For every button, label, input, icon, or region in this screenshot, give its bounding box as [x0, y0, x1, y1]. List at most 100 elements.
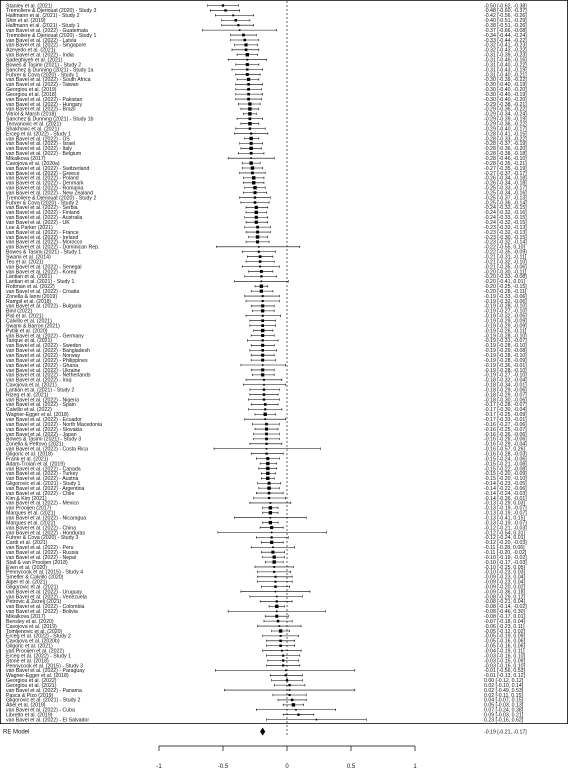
effect-ci-text: -0.16 [-0.57, 0.26] — [484, 447, 526, 453]
effect-square — [249, 141, 253, 145]
effect-square — [224, 9, 227, 12]
effect-square — [267, 486, 271, 490]
effect-square — [263, 403, 267, 406]
effect-square — [245, 53, 250, 57]
study-label: Even et al. (2020) — [6, 565, 47, 571]
effect-square — [254, 220, 258, 224]
effect-square — [270, 526, 274, 530]
effect-square — [265, 432, 268, 436]
study-label: van Bavel et al. (2022) - US — [6, 136, 70, 142]
effect-square — [262, 393, 266, 396]
effect-ci-text: -0.13 [-0.19, -0.07] — [484, 511, 527, 517]
effect-ci-text: -0.08 [-0.29, 0.12] — [484, 594, 526, 600]
study-label: Calvillo et al. (2022) — [6, 407, 52, 413]
study-label: Mikalkova (2017) — [6, 614, 46, 620]
effect-ci-text: -0.31 [-0.39, -0.23] — [484, 53, 527, 59]
effect-square — [271, 550, 275, 554]
study-label: Alper et al. (2021) — [6, 580, 48, 586]
effect-ci-text: -0.12 [-0.54, 0.31] — [484, 530, 526, 536]
study-label: Tomljenovic et al. (2020) — [6, 629, 62, 635]
effect-square — [247, 87, 250, 91]
effect-square — [268, 511, 273, 515]
effect-ci-text: -0.28 [-0.38, -0.18] — [484, 151, 527, 157]
effect-ci-text: -0.16 [-0.26, -0.06] — [484, 432, 527, 438]
effect-ci-text: 0.09 [-0.03, 0.21] — [484, 713, 524, 719]
study-label: van Bavel et al. (2022) - Morocco — [6, 240, 83, 246]
effect-square — [258, 246, 260, 248]
effect-square — [274, 585, 277, 588]
effect-ci-text: -0.30 [-0.40, -0.19] — [484, 92, 527, 98]
study-label: van Bavel et al. (2022) - Brazil — [6, 107, 76, 113]
effect-ci-text: -0.37 [-0.66, -0.08] — [484, 28, 527, 34]
effect-square — [278, 629, 283, 633]
effect-square — [261, 333, 265, 338]
effect-square — [253, 196, 257, 199]
effect-ci-text: -0.28 [-0.36, -0.20] — [484, 146, 527, 152]
study-label: Sanchez & Dunning (2021) - Study 1a — [6, 67, 93, 73]
effect-square — [264, 418, 267, 421]
study-label: van Bavel et al. (2022) - Romania — [6, 186, 83, 192]
effect-ci-text: -0.28 [-0.35, -0.21] — [484, 161, 527, 167]
study-label: van Bavel et al. (2022) - India — [6, 53, 74, 59]
effect-square — [266, 457, 270, 461]
study-label: Cavojova et al. (2021) — [6, 383, 57, 389]
effect-square — [261, 314, 264, 317]
effect-ci-text: 0.07 [-0.24, 0.38] — [484, 708, 524, 714]
x-tick-label: 0.5 — [347, 764, 356, 770]
effect-ci-text: -0.10 [-0.19, -0.02] — [484, 555, 527, 561]
study-label: van Bavel et al. (2022) - Australia — [6, 215, 83, 221]
effect-square — [261, 368, 265, 372]
study-label: van Bavel et al. (2022) - Bangladesh — [6, 348, 90, 354]
effect-square — [282, 659, 285, 662]
effect-ci-text: -0.05 [-0.19, 0.09] — [484, 634, 526, 640]
study-label: Georgiou et al. (2022) — [6, 678, 57, 684]
study-label: van Bavel et al. (2022) - Argentina — [6, 486, 85, 492]
effect-square — [284, 674, 287, 677]
study-label: van Bavel et al. (2022) - Israel — [6, 141, 75, 147]
study-label: Cavojova et al. (2020a) — [6, 161, 60, 167]
effect-ci-text: -0.19 [-0.28, -0.10] — [484, 333, 527, 339]
effect-ci-text: -0.16 [-0.25, -0.07] — [484, 427, 527, 433]
effect-ci-text: -0.13 [-0.19, -0.07] — [484, 506, 527, 512]
effect-ci-text: -0.04 [-0.19, 0.11] — [484, 648, 525, 654]
effect-ci-text: -0.20 [-0.25, -0.15] — [484, 284, 527, 290]
study-label: Pisl et al. (2021) — [6, 314, 44, 320]
study-label: Kim & Kim (2021) — [6, 496, 47, 502]
effect-square — [274, 580, 277, 583]
study-label: Erceg et al. (2022) - Study 1 — [6, 131, 71, 137]
effect-square — [273, 570, 276, 573]
effect-ci-text: -0.07 [-0.18, 0.04] — [484, 619, 526, 625]
effect-square — [282, 654, 285, 657]
effect-square — [262, 398, 266, 401]
effect-square — [261, 319, 265, 323]
study-label: van Prooijen (2017) — [6, 506, 52, 512]
study-label: van Bavel et al. (2022) - Canada — [6, 466, 81, 472]
study-label: van Prooijen et al. (2022) — [6, 648, 64, 654]
study-label: Lee & Parker (2021) — [6, 225, 53, 231]
effect-ci-text: -0.28 [-0.33, -0.22] — [484, 136, 527, 142]
effect-ci-text: -0.15 [-0.24, -0.06] — [484, 456, 527, 462]
study-label: van Bavel et al. (2022) - Bolivia — [6, 609, 78, 615]
effect-square — [246, 77, 251, 81]
summary-label: RE Model — [3, 730, 29, 736]
effect-ci-text: -0.16 [-0.29, -0.04] — [484, 442, 527, 448]
effect-square — [266, 476, 270, 480]
study-label: van Bavel et al. (2022) - Denmark — [6, 181, 84, 187]
study-label: van Bavel et al. (2022) - Nepal — [6, 555, 76, 561]
study-label: van Bavel et al. (2022) - Ireland — [6, 235, 78, 241]
effect-ci-text: -0.19 [-0.29, -0.09] — [484, 319, 527, 325]
effect-square — [288, 693, 291, 697]
effect-square — [266, 461, 270, 466]
study-label: Smelter & Calvillo (2020) — [6, 575, 64, 581]
effect-square — [246, 58, 249, 61]
effect-ci-text: -0.05 [-0.12, 0.02] — [484, 629, 526, 635]
study-label: Gligoric et al. (2021) — [6, 644, 53, 650]
study-label: van Bavel et al. (2022) - Slovakia — [6, 427, 82, 433]
study-label: van Bavel et al. (2022) - Singapore — [6, 43, 86, 49]
effect-square — [280, 649, 283, 652]
study-label: van Bavel et al. (2022) - Ukraine — [6, 368, 81, 374]
effect-square — [262, 388, 266, 391]
effect-square — [285, 679, 289, 682]
study-label: Gligorovic et al. (2021) - Study 1 — [6, 481, 81, 487]
effect-square — [268, 506, 273, 510]
